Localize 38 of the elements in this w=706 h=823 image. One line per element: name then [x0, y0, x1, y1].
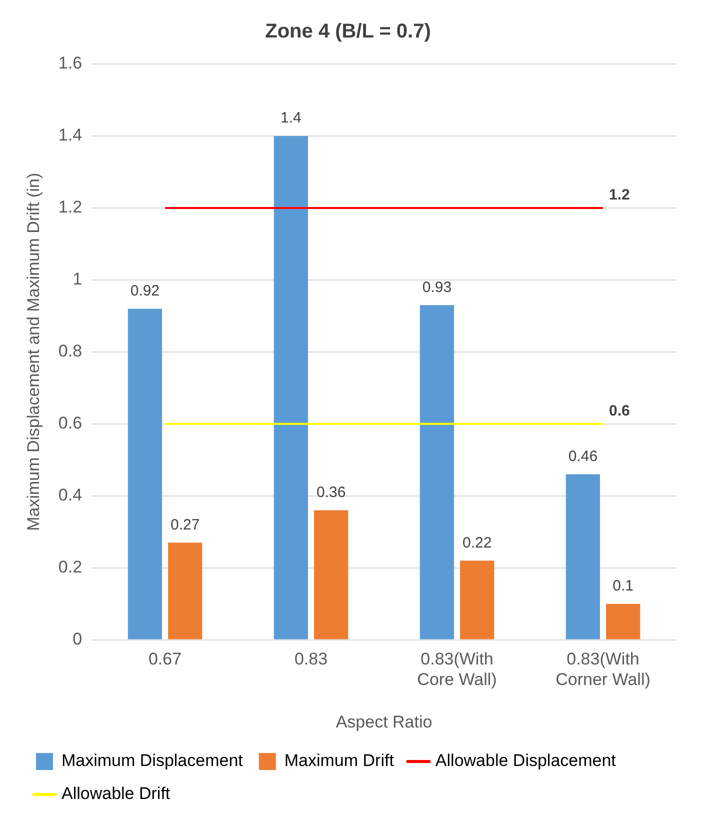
data-label: 1.4	[280, 110, 302, 127]
data-label: 0.6	[609, 402, 630, 420]
y-tick-label: 0.8	[58, 342, 82, 361]
y-tick-label: 1.4	[58, 126, 82, 145]
x-tick-label: 0.67	[148, 650, 182, 669]
chart-title: Zone 4 (B/L = 0.7)	[265, 20, 431, 43]
y-tick-label: 0.2	[58, 558, 82, 577]
data-label: 0.36	[316, 484, 346, 501]
bar	[606, 604, 640, 640]
legend-label: Maximum Drift	[284, 751, 394, 770]
bar	[168, 542, 202, 640]
bar	[314, 510, 348, 640]
y-tick-label: 1.2	[58, 198, 82, 217]
x-tick-label: 0.83	[294, 650, 328, 669]
data-label: 0.27	[170, 516, 200, 534]
bar	[460, 560, 494, 640]
bar	[128, 308, 162, 640]
data-label: 0.92	[130, 282, 160, 300]
bar	[566, 474, 600, 640]
y-tick-label: 0.4	[58, 486, 82, 505]
y-tick-label: 0.6	[58, 414, 82, 433]
bar	[420, 305, 454, 640]
data-label: 0.22	[462, 534, 492, 552]
x-tick-label: 0.83(With Core Wall)	[417, 650, 497, 690]
legend-label: Allowable Drift	[62, 784, 170, 804]
legend-label: Maximum Displacement	[62, 751, 244, 770]
data-label: 0.1	[612, 577, 634, 594]
y-tick-label: 0	[72, 629, 82, 648]
y-tick-label: 1.6	[58, 54, 82, 73]
x-axis-title: Aspect Ratio	[336, 712, 432, 732]
data-label: 0.46	[568, 448, 598, 465]
bar	[274, 136, 308, 640]
data-label: 1.2	[609, 186, 630, 204]
x-tick-label: 0.83(With Corner Wall)	[556, 650, 650, 690]
y-axis-title: Maximum Displacement and Maximum Drift (in)	[24, 172, 43, 531]
data-label: 0.93	[422, 278, 452, 296]
legend-label: Allowable Displacement	[435, 751, 616, 770]
y-tick-label: 1	[72, 270, 82, 289]
